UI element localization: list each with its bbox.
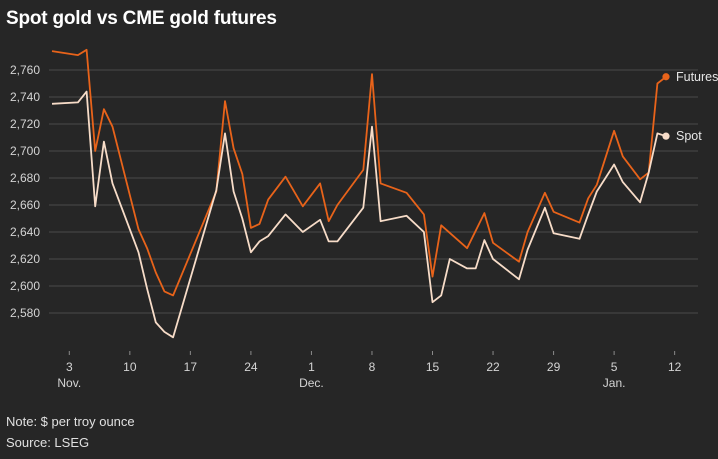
series-endpoint-futures: [662, 73, 670, 81]
x-tick-label: 8: [369, 360, 376, 374]
y-axis: 2,580 2,600 2,620 2,640 2,660 2,680 2,700 2,720…: [10, 63, 40, 320]
series-line-futures: [51, 48, 667, 297]
source-text: Source: LSEG: [6, 435, 90, 450]
series-lines: [51, 48, 667, 339]
x-tick-label: 1: [308, 360, 315, 374]
y-tick-label: 2,700: [10, 144, 40, 158]
x-tick-label: 24: [244, 360, 258, 374]
gridlines: [49, 69, 698, 314]
x-tick-label: 22: [486, 360, 500, 374]
series-endpoint-spot: [662, 132, 670, 140]
x-tick-label: 17: [184, 360, 198, 374]
x-tick-label: 10: [123, 360, 137, 374]
y-tick-label: 2,740: [10, 90, 40, 104]
x-tick-label: 15: [426, 360, 440, 374]
legend-label-futures: Futures: [676, 70, 718, 84]
y-tick-label: 2,760: [10, 63, 40, 77]
legend-label-spot: Spot: [676, 129, 702, 143]
y-tick-label: 2,720: [10, 117, 40, 131]
legend: Futures Spot: [662, 70, 718, 143]
note-text: Note: $ per troy ounce: [6, 414, 135, 429]
x-tick-label: 29: [547, 360, 561, 374]
x-tick-label: 3: [66, 360, 73, 374]
x-tick-label: 5: [611, 360, 618, 374]
chart-title: Spot gold vs CME gold futures: [6, 8, 277, 29]
series-line-spot: [51, 90, 667, 339]
y-tick-label: 2,680: [10, 171, 40, 185]
x-month-label: Dec.: [299, 376, 324, 390]
y-tick-label: 2,580: [10, 306, 40, 320]
y-tick-label: 2,640: [10, 225, 40, 239]
x-axis: 3 Nov. 10 17 24 1 Dec. 8 15 22 29 5 Jan. 12: [57, 351, 682, 390]
y-tick-label: 2,660: [10, 198, 40, 212]
x-month-label: Jan.: [603, 376, 626, 390]
y-tick-label: 2,600: [10, 279, 40, 293]
y-tick-label: 2,620: [10, 252, 40, 266]
x-tick-label: 12: [668, 360, 682, 374]
line-chart: 2,580 2,600 2,620 2,640 2,660 2,680 2,700 2,720…: [10, 48, 718, 390]
x-month-label: Nov.: [57, 376, 81, 390]
